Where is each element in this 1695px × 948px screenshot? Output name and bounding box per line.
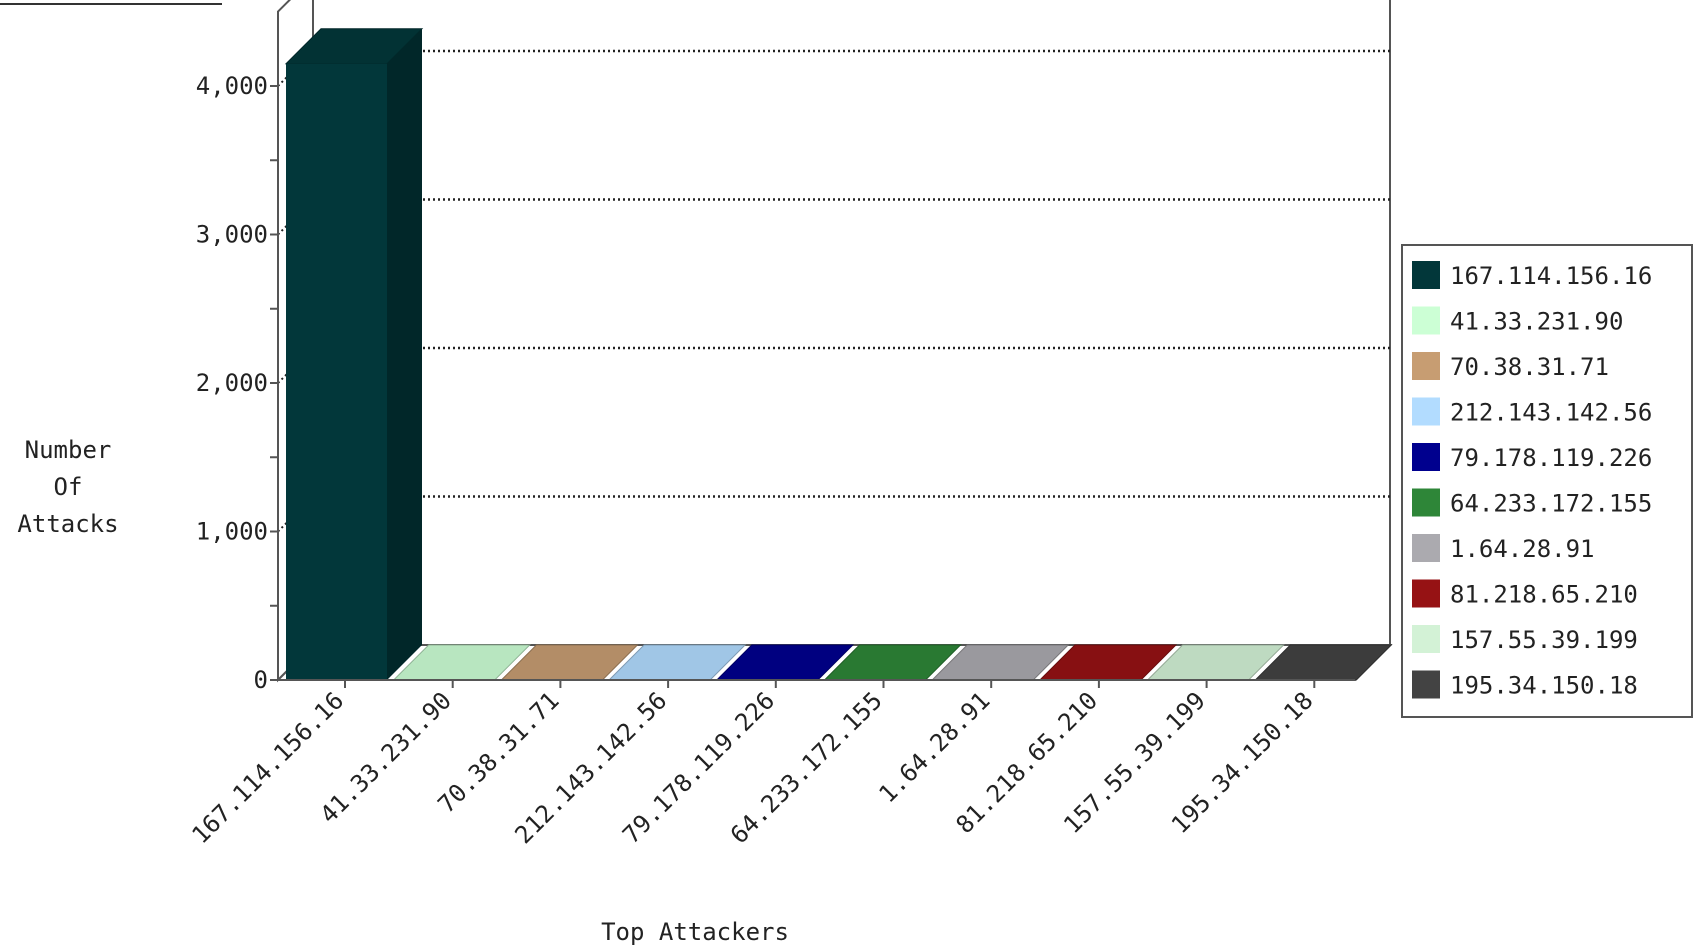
y-axis-title-line: Number: [25, 436, 112, 464]
legend-label: 195.34.150.18: [1450, 672, 1638, 700]
y-axis-title: Number Of Attacks: [17, 436, 118, 538]
legend-swatch: [1412, 261, 1440, 289]
back-wall: [312, 0, 1391, 647]
legend-label: 212.143.142.56: [1450, 399, 1652, 427]
legend-swatch: [1412, 397, 1440, 426]
legend-label: 64.233.172.155: [1450, 490, 1652, 518]
legend-swatch: [1412, 488, 1440, 517]
bar-side: [387, 28, 422, 681]
bar-front: [286, 63, 387, 681]
x-tick-label: 1.64.28.91: [873, 686, 995, 808]
bar-1: [284, 28, 424, 681]
y-axis-title-line: Of: [54, 473, 83, 501]
legend: 167.114.156.16 41.33.231.90 70.38.31.71 212…: [1401, 244, 1693, 718]
y-tick-label: 0: [254, 666, 268, 694]
legend-label: 167.114.156.16: [1450, 262, 1652, 290]
plot-frame: [275, 0, 1393, 683]
legend-label: 41.33.231.90: [1450, 308, 1623, 336]
legend-label: 81.218.65.210: [1450, 581, 1638, 609]
x-axis-title: Top Attackers: [601, 918, 789, 946]
legend-swatch: [1412, 534, 1440, 562]
legend-label: 70.38.31.71: [1450, 353, 1609, 381]
y-axis-title-line: Attacks: [17, 510, 118, 538]
y-tick-label: 4,000: [196, 72, 268, 100]
y-axis: 0 1,000 2,000 3,000 4,000: [196, 11, 279, 694]
y-tick-label: 3,000: [196, 221, 268, 249]
legend-label: 157.55.39.199: [1450, 626, 1638, 654]
legend-swatch: [1412, 625, 1440, 653]
legend-swatch: [1412, 443, 1440, 471]
legend-swatch: [1412, 306, 1440, 335]
x-tick-label: 167.114.156.16: [186, 686, 349, 849]
y-tick-label: 2,000: [196, 369, 268, 397]
bars: [284, 28, 1393, 681]
legend-label: 79.178.119.226: [1450, 444, 1652, 472]
legend-swatch: [1412, 579, 1440, 608]
legend-swatch: [1412, 670, 1440, 699]
legend-label: 1.64.28.91: [1450, 535, 1595, 563]
legend-swatch: [1412, 352, 1440, 380]
y-tick-label: 1,000: [196, 518, 268, 546]
legend-box: [1401, 244, 1693, 718]
x-axis: 167.114.156.1641.33.231.9070.38.31.71212…: [186, 679, 1355, 849]
